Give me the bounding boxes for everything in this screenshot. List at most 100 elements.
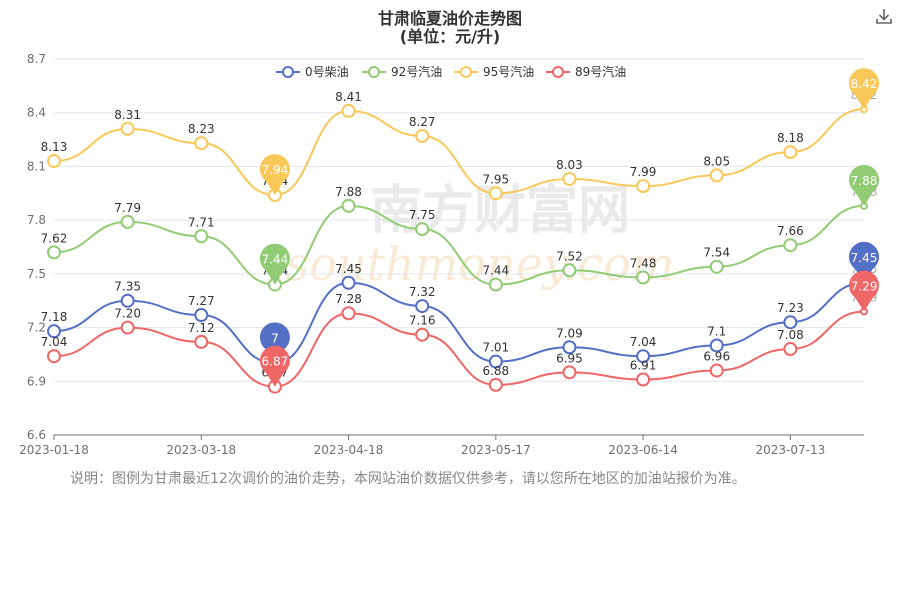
data-label: 7.28 (335, 292, 362, 306)
legend: 0号柴油 92号汽油 95号汽油 89号汽油 (276, 64, 626, 79)
pin-label: 8.42 (851, 77, 878, 91)
x-tick-label: 2023-07-13 (755, 443, 825, 457)
pin-shape (849, 270, 880, 312)
pin-shape (849, 68, 880, 110)
pin-label: 7.44 (262, 253, 289, 267)
chart-title: 甘肃临夏油价走势图 (377, 9, 522, 28)
footnote: 说明：图例为甘肃最近12次调价的油价走势，本网站油价数据仅供参考，请以您所在地区… (70, 471, 746, 487)
data-label: 7.71 (188, 215, 215, 229)
data-point (636, 372, 651, 387)
data-point (783, 238, 798, 253)
data-point (488, 354, 503, 369)
data-point (194, 334, 209, 349)
x-tick-label: 2023-06-14 (608, 443, 678, 457)
data-label: 6.96 (703, 350, 730, 364)
data-label: 8.41 (335, 90, 362, 104)
pin-label: 7.94 (262, 163, 289, 177)
data-label: 7.88 (335, 185, 362, 199)
data-label: 7.99 (630, 165, 657, 179)
data-point (783, 315, 798, 330)
data-point (47, 245, 61, 260)
legend-label: 92号汽油 (391, 64, 442, 79)
data-label: 6.91 (630, 358, 657, 372)
data-label: 7.09 (556, 326, 583, 340)
data-point (415, 299, 430, 314)
x-tick-label: 2023-05-17 (461, 443, 531, 457)
data-label: 6.95 (556, 351, 583, 365)
data-point (415, 327, 430, 342)
pin-shape (259, 322, 290, 364)
extreme-markers: 7 7.45 7.44 7.88 7.94 8.42 6.87 7.29 (259, 68, 880, 387)
pin-label: 7.88 (851, 174, 878, 188)
pin-label: 6.87 (262, 355, 289, 369)
data-label: 8.31 (114, 108, 141, 122)
data-point (562, 263, 577, 278)
legend-item: 92号汽油 (362, 64, 442, 79)
data-label: 7.12 (188, 321, 215, 335)
pin-shape (849, 241, 880, 283)
data-label: 8.23 (188, 122, 215, 136)
y-tick-label: 8.7 (27, 52, 46, 66)
data-label: 7.75 (409, 208, 436, 222)
data-point (47, 349, 61, 364)
data-label: 7.52 (556, 249, 583, 263)
data-point (783, 342, 798, 357)
data-label: 7.32 (409, 285, 436, 299)
y-tick-label: 8.1 (27, 159, 46, 173)
data-label: 7.79 (114, 201, 141, 215)
data-label: 7.04 (630, 335, 657, 349)
data-point (709, 338, 724, 353)
y-tick-label: 8.4 (27, 106, 46, 120)
data-point (194, 136, 209, 151)
data-label: 7.01 (482, 341, 509, 355)
data-label: 7.62 (41, 231, 68, 245)
data-label: 7.54 (703, 246, 730, 260)
plot-area: 7.18 7.35 7.27 7 7.45 7.32 7.01 7.09 7.04 7.1 7.23… (41, 88, 877, 394)
legend-item: 89号汽油 (546, 64, 626, 79)
legend-label: 89号汽油 (575, 64, 626, 79)
y-axis: 6.6 6.9 7.2 7.5 7.8 8.1 8.4 8.7 (27, 52, 864, 442)
data-point (415, 128, 430, 143)
data-point (562, 365, 577, 380)
legend-label: 0号柴油 (305, 65, 349, 79)
pin-shape (259, 345, 290, 387)
data-label: 7.1 (707, 324, 726, 338)
data-label: 7.35 (114, 280, 141, 294)
data-label: 7.45 (335, 262, 362, 276)
pin-label: 7.45 (851, 251, 878, 265)
data-label: 7.44 (482, 264, 509, 278)
data-point (120, 320, 135, 335)
extreme-pin: 6.87 (259, 345, 290, 387)
x-tick-label: 2023-01-18 (19, 443, 89, 457)
pin-label: 7 (271, 331, 279, 345)
data-label: 7.48 (630, 256, 657, 270)
data-point (488, 377, 503, 392)
series-3: 7.04 7.20 7.12 6.87 7.28 7.16 6.88 6.95 6.91 6.96… (41, 290, 877, 394)
data-point (562, 171, 577, 186)
legend-item: 95号汽油 (454, 64, 534, 79)
extreme-pin: 7.29 (849, 270, 880, 312)
data-label: 7.20 (114, 307, 141, 321)
data-point (488, 186, 503, 201)
download-icon[interactable] (874, 6, 894, 26)
data-label: 7.04 (41, 335, 68, 349)
legend-symbol (368, 66, 380, 78)
data-point (194, 229, 209, 244)
pin-shape (259, 154, 290, 196)
data-point (636, 349, 651, 364)
y-tick-label: 7.5 (27, 267, 46, 281)
data-label: 7.95 (482, 172, 509, 186)
data-point (562, 340, 577, 355)
data-point (709, 363, 724, 378)
data-label: 7.66 (777, 224, 804, 238)
y-tick-label: 7.2 (27, 321, 46, 335)
data-point (341, 103, 356, 118)
data-point (709, 168, 724, 183)
data-label: 6.88 (482, 364, 509, 378)
data-label: 8.05 (703, 154, 730, 168)
extreme-pin: 7.88 (849, 164, 879, 206)
data-point (415, 222, 430, 237)
data-label: 8.13 (41, 140, 68, 154)
data-point (47, 154, 61, 169)
